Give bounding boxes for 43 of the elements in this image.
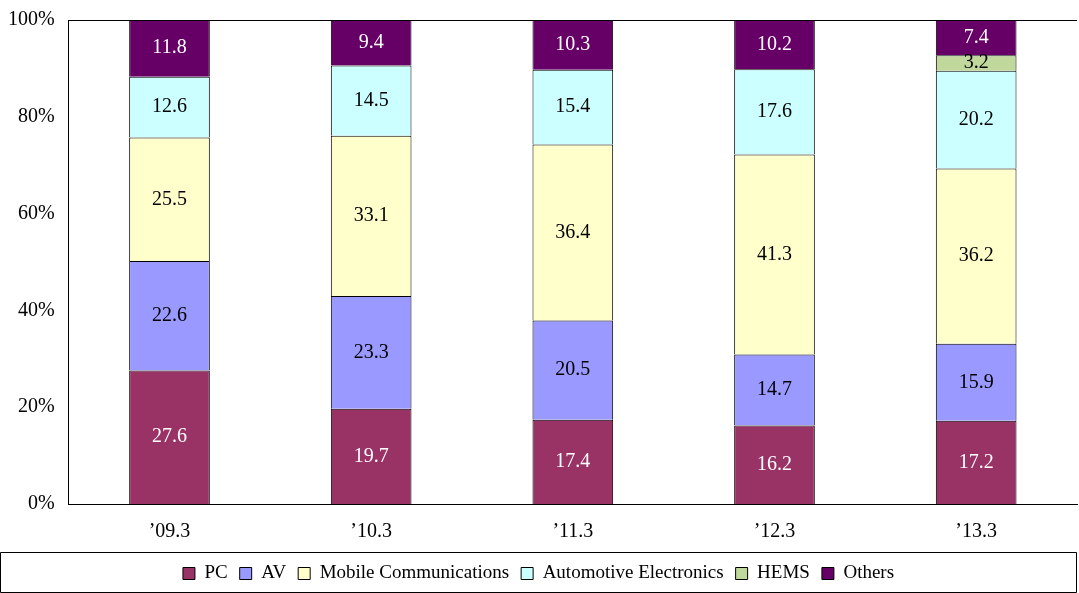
x-tick-label: ’13.3 — [955, 519, 997, 542]
data-label: 10.3 — [555, 32, 591, 55]
y-tick-label: 40% — [17, 297, 55, 320]
x-tick-label: ’12.3 — [753, 519, 796, 542]
data-label: 25.5 — [151, 186, 187, 209]
data-label: 12.6 — [151, 94, 187, 117]
y-tick-label: 20% — [17, 394, 55, 417]
data-label: 14.7 — [757, 377, 792, 400]
data-label: 20.5 — [555, 357, 591, 380]
data-label: 17.2 — [958, 449, 994, 472]
data-label: 19.7 — [353, 443, 389, 466]
x-tick-label: ’10.3 — [350, 519, 392, 542]
y-tick-label: 80% — [17, 104, 55, 127]
data-label: 15.9 — [958, 369, 994, 392]
data-label: 14.5 — [353, 87, 389, 110]
data-label: 17.4 — [555, 449, 591, 472]
data-label: 9.4 — [358, 30, 384, 52]
data-label: 11.8 — [152, 35, 187, 58]
data-label: 20.2 — [958, 106, 994, 129]
data-label: 7.4 — [963, 24, 989, 47]
data-label: 17.6 — [757, 99, 792, 122]
data-label: 10.2 — [757, 31, 792, 54]
data-label: 22.6 — [151, 302, 187, 325]
data-label: 16.2 — [757, 452, 792, 475]
data-label: 3.2 — [963, 50, 989, 73]
data-label: 41.3 — [757, 241, 792, 264]
y-tick-label: 0% — [27, 491, 55, 514]
y-tick-label: 60% — [17, 200, 55, 223]
data-label: 33.1 — [353, 203, 389, 226]
y-tick-label: 100% — [7, 7, 55, 30]
data-label: 36.4 — [555, 219, 591, 242]
data-label: 23.3 — [353, 339, 389, 362]
x-tick-label: ’09.3 — [148, 519, 191, 542]
legend-label: Mobile Communications — [319, 561, 510, 583]
data-label: 27.6 — [151, 424, 187, 447]
x-tick-label: ’11.3 — [552, 519, 594, 542]
legend-label: Others — [843, 561, 895, 583]
legend-label: Automotive Electronics — [542, 561, 724, 583]
legend-label: AV — [261, 561, 287, 583]
legend-label: PC — [204, 561, 228, 583]
legend-label: HEMS — [757, 561, 810, 583]
data-label: 36.2 — [958, 243, 994, 266]
data-label: 15.4 — [555, 94, 591, 117]
